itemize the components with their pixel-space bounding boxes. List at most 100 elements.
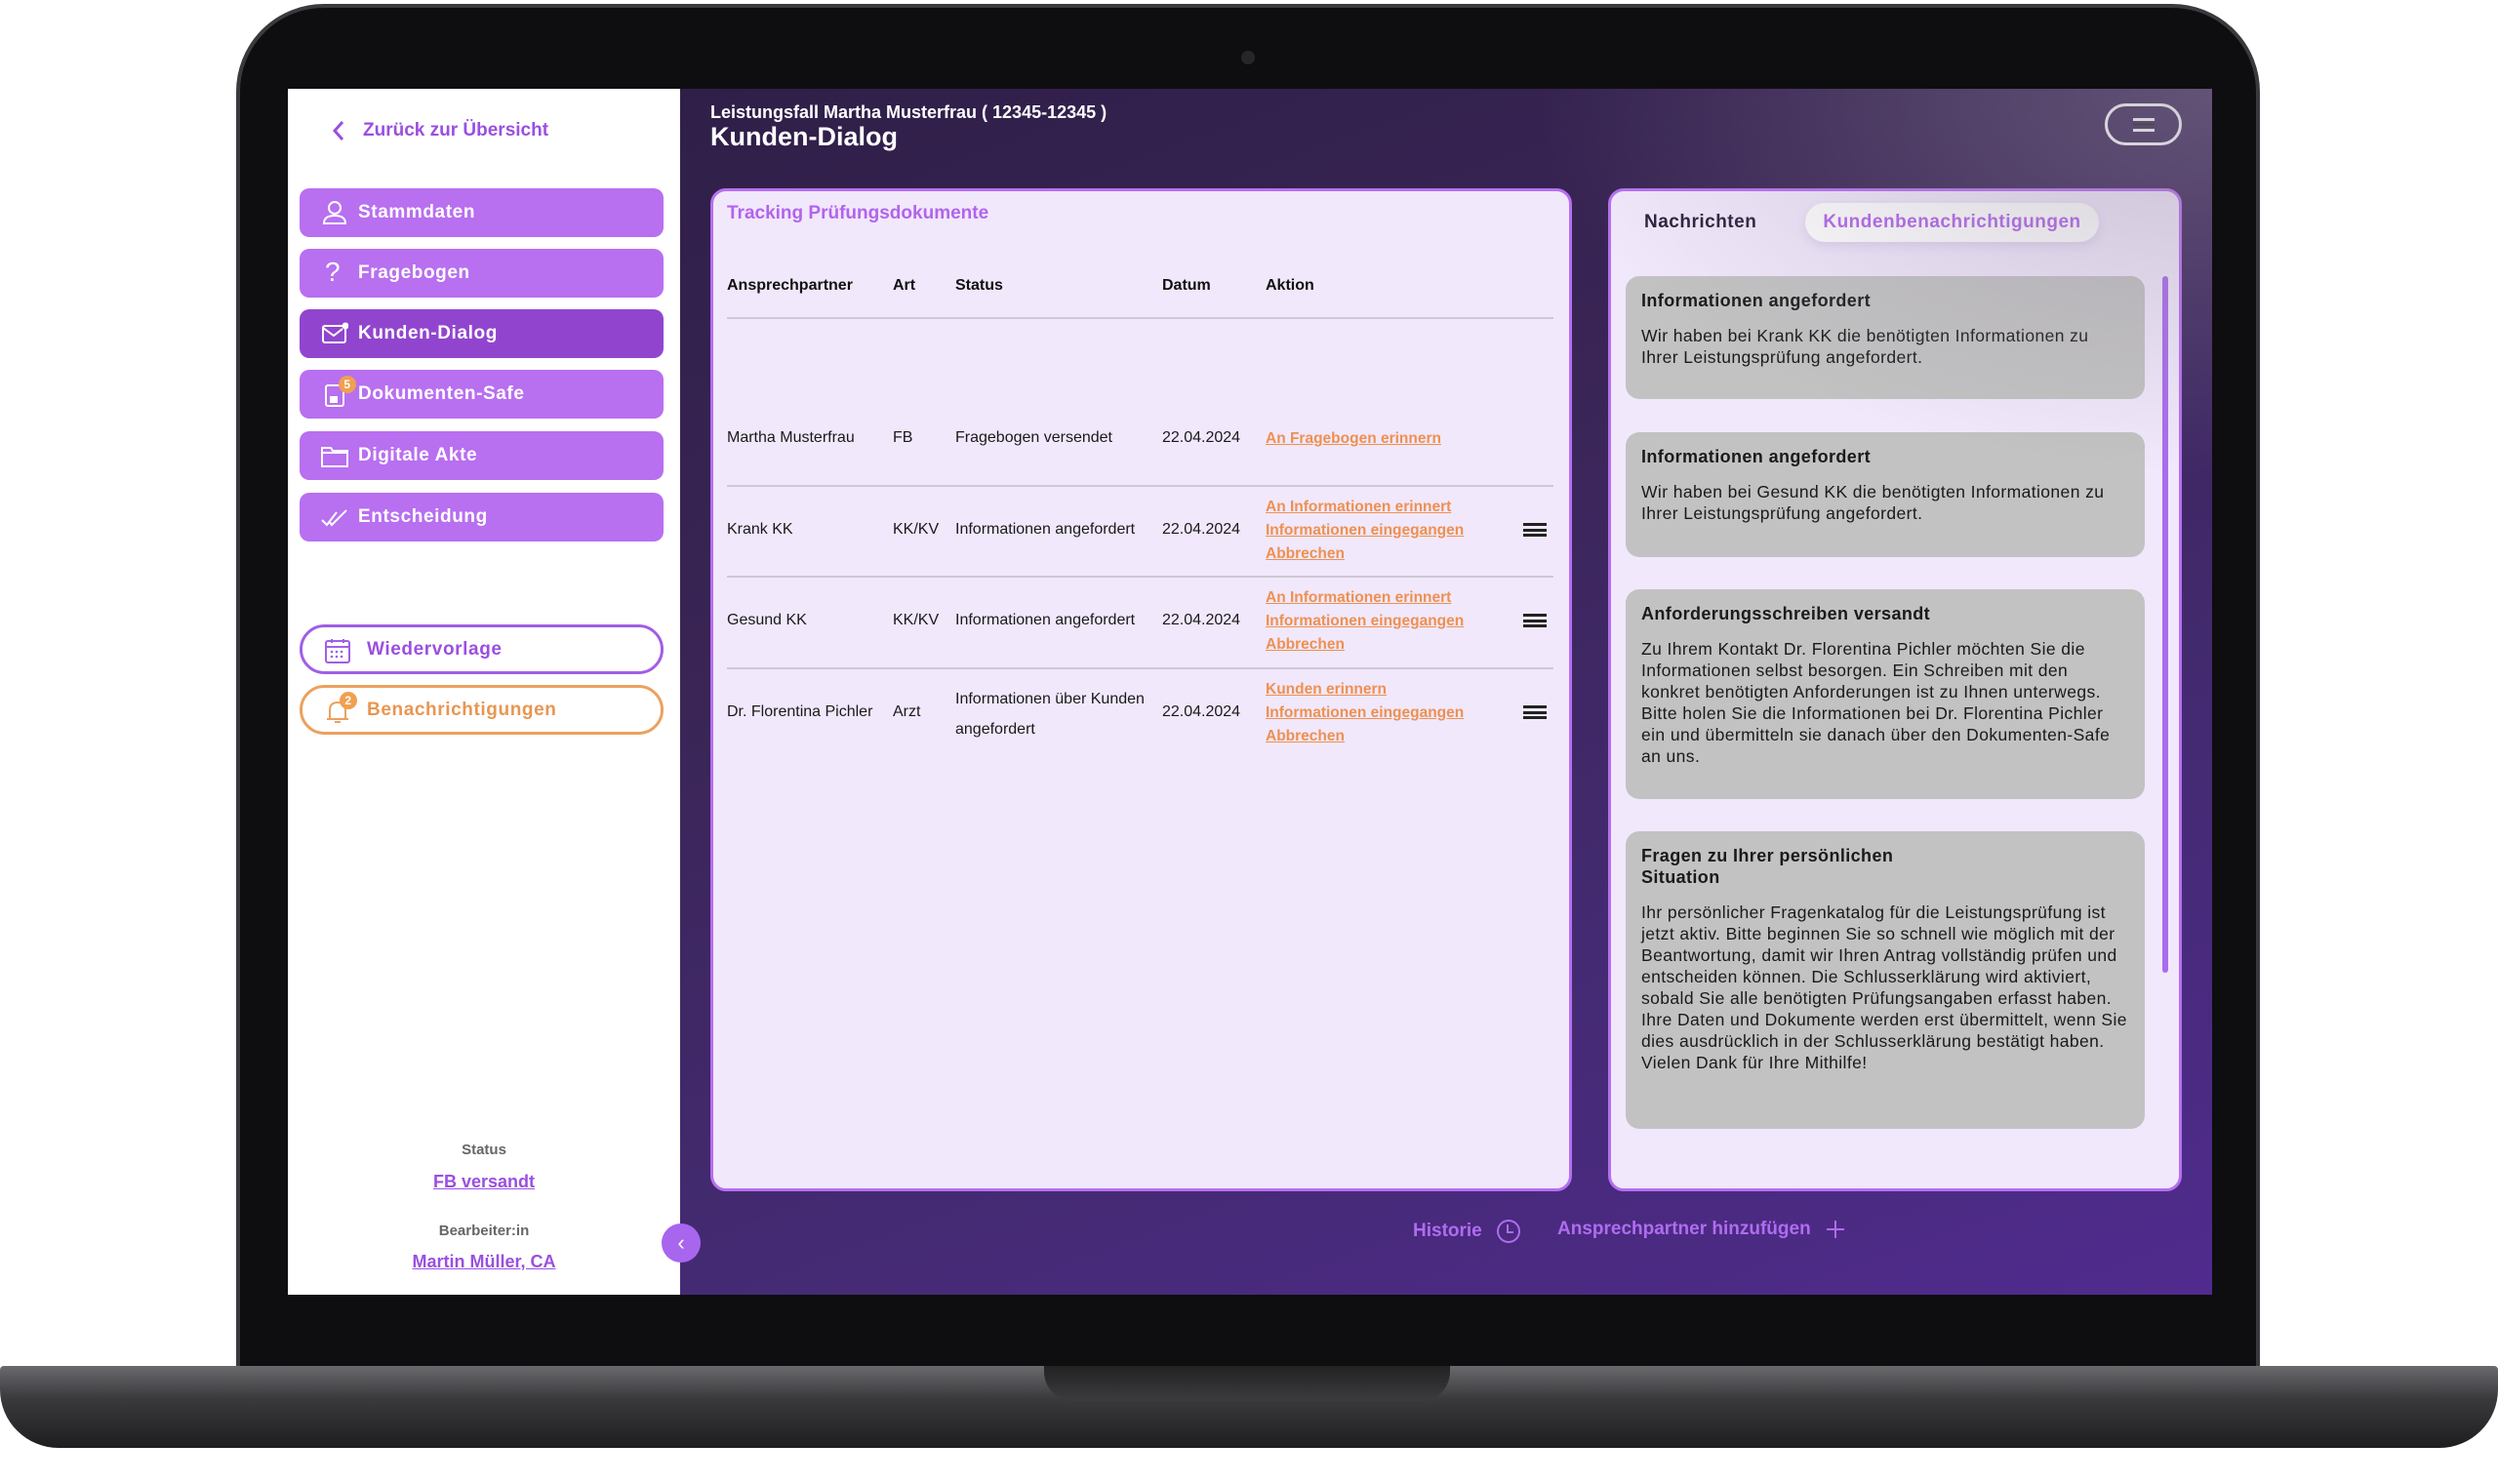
- cell-status: Informationen angefordert: [955, 612, 1136, 628]
- mail-icon: [322, 322, 348, 343]
- question-icon: ?: [325, 257, 342, 287]
- divider: [727, 667, 1553, 669]
- column-header: Datum: [1162, 277, 1211, 294]
- status-value-link[interactable]: FB versandt: [432, 1172, 536, 1191]
- back-label: Zurück zur Übersicht: [363, 120, 549, 140]
- divider: [727, 485, 1553, 487]
- sidebar-item-label: Digitale Akte: [358, 445, 478, 465]
- add-contact-label: Ansprechpartner hinzufügen: [1557, 1219, 1811, 1239]
- cell-contact: Dr. Florentina Pichler: [727, 703, 873, 720]
- sidebar-item-label: Dokumenten-Safe: [358, 383, 525, 404]
- chevron-left-icon: [332, 121, 344, 140]
- history-label: Historie: [1413, 1221, 1482, 1241]
- cell-date: 22.04.2024: [1162, 612, 1241, 628]
- row-menu-icon[interactable]: [1523, 614, 1547, 627]
- cell-contact: Martha Musterfrau: [727, 429, 855, 446]
- action-link[interactable]: An Informationen erinnert: [1266, 589, 1452, 606]
- tracking-title: Tracking Prüfungsdokumente: [727, 203, 989, 223]
- editor-label: Bearbeiter:in: [438, 1223, 530, 1239]
- sidebar-item-dokumenten-safe[interactable]: 5 Dokumenten-Safe: [300, 370, 664, 419]
- tab-label: Nachrichten: [1644, 212, 1757, 232]
- calendar-icon: [325, 639, 350, 663]
- wiedervorlage-label: Wiedervorlage: [367, 638, 503, 660]
- action-link[interactable]: Informationen eingegangen: [1266, 613, 1465, 629]
- cell-date: 22.04.2024: [1162, 703, 1241, 720]
- main-area: Leistungsfall Martha Musterfrau ( 12345-…: [680, 89, 2212, 1295]
- case-subtitle: Leistungsfall Martha Musterfrau ( 12345-…: [710, 102, 1108, 122]
- laptop-notch: [1044, 1366, 1450, 1401]
- cell-date: 22.04.2024: [1162, 521, 1241, 538]
- tab-kundenbenachrichtigungen[interactable]: Kundenbenachrichtigungen: [1805, 203, 2099, 242]
- divider: [727, 576, 1553, 578]
- message-card: Anforderungsschreiben versandt Zu Ihrem K…: [1626, 589, 2145, 799]
- history-button[interactable]: Historie: [1413, 1219, 1521, 1244]
- action-link[interactable]: An Fragebogen erinnern: [1266, 430, 1441, 447]
- cell-contact: Krank KK: [727, 521, 793, 538]
- sidebar-item-label: Stammdaten: [358, 202, 476, 222]
- tab-label: Kundenbenachrichtigungen: [1823, 212, 2081, 232]
- sidebar: Zurück zur Übersicht Stammdaten ? Frageb…: [288, 89, 680, 1295]
- column-header: Aktion: [1266, 277, 1314, 294]
- message-card: Informationen angefordert Wir haben bei K…: [1626, 276, 2145, 399]
- message-body: Wir haben bei Gesund KK die benötigten I…: [1641, 482, 2105, 523]
- menu-button[interactable]: [2105, 103, 2182, 145]
- sidebar-item-digitale-akte[interactable]: Digitale Akte: [300, 431, 664, 480]
- action-link[interactable]: Informationen eingegangen: [1266, 704, 1465, 721]
- sidebar-item-label: Kunden-Dialog: [358, 323, 498, 343]
- wiedervorlage-button[interactable]: Wiedervorlage: [300, 624, 664, 674]
- editor-value-link[interactable]: Martin Müller, CA: [412, 1252, 556, 1271]
- row-menu-icon[interactable]: [1523, 705, 1547, 719]
- back-link[interactable]: Zurück zur Übersicht: [332, 120, 548, 141]
- clock-icon: [1496, 1220, 1520, 1243]
- add-contact-button[interactable]: Ansprechpartner hinzufügen: [1557, 1219, 1846, 1240]
- cell-status: Informationen über Kunden angefordert: [955, 691, 1145, 738]
- notifications-badge: 2: [340, 692, 357, 709]
- column-header: Ansprechpartner: [727, 277, 853, 294]
- action-link[interactable]: Abbrechen: [1266, 728, 1345, 744]
- double-check-icon: [321, 509, 347, 527]
- sidebar-item-fragebogen[interactable]: ? Fragebogen: [300, 249, 664, 298]
- column-header: Status: [955, 277, 1003, 294]
- cell-status: Informationen angefordert: [955, 521, 1136, 538]
- cell-date: 22.04.2024: [1162, 429, 1241, 446]
- cell-contact: Gesund KK: [727, 612, 807, 628]
- collapse-sidebar-button[interactable]: ‹: [662, 1223, 701, 1263]
- message-title: Anforderungsschreiben versandt: [1641, 604, 1931, 623]
- cell-type: KK/KV: [893, 521, 940, 538]
- action-link[interactable]: Abbrechen: [1266, 636, 1345, 653]
- camera-icon: [1241, 51, 1255, 64]
- status-label: Status: [462, 1142, 506, 1158]
- action-link[interactable]: Informationen eingegangen: [1266, 522, 1465, 539]
- message-title: Informationen angefordert: [1641, 291, 1872, 310]
- folder-icon: [321, 447, 348, 467]
- messages-card: Nachrichten Kundenbenachrichtigungen Inf…: [1608, 188, 2182, 1191]
- message-card: Fragen zu Ihrer persönlichen Situation Ih…: [1626, 831, 2145, 1129]
- screen: Zurück zur Übersicht Stammdaten ? Frageb…: [288, 89, 2212, 1295]
- tracking-card: Tracking Prüfungsdokumente Ansprechpartn…: [710, 188, 1572, 1191]
- safe-badge: 5: [339, 376, 356, 393]
- sidebar-item-entscheidung[interactable]: Entscheidung: [300, 493, 664, 541]
- tab-nachrichten[interactable]: Nachrichten: [1644, 203, 1756, 242]
- sidebar-item-label: Fragebogen: [358, 262, 470, 283]
- hamburger-icon: [2132, 117, 2155, 132]
- benachrichtigungen-label: Benachrichtigungen: [367, 699, 557, 720]
- scrollbar[interactable]: [2162, 276, 2168, 973]
- sidebar-item-stammdaten[interactable]: Stammdaten: [300, 188, 664, 237]
- cell-type: FB: [893, 429, 913, 446]
- sidebar-item-kunden-dialog[interactable]: Kunden-Dialog: [300, 309, 664, 358]
- action-link[interactable]: Kunden erinnern: [1266, 681, 1388, 698]
- cell-status: Fragebogen versendet: [955, 429, 1112, 446]
- message-title: Fragen zu Ihrer persönlichen Situation: [1641, 846, 1894, 887]
- action-link[interactable]: An Informationen erinnert: [1266, 499, 1452, 515]
- divider: [727, 317, 1553, 319]
- sidebar-item-label: Entscheidung: [358, 506, 488, 527]
- safe-icon: [325, 384, 344, 407]
- message-title: Informationen angefordert: [1641, 447, 1872, 466]
- cell-type: Arzt: [893, 703, 921, 720]
- row-menu-icon[interactable]: [1523, 523, 1547, 537]
- message-body: Ihr persönlicher Fragenkatalog für die L…: [1641, 902, 2127, 1072]
- column-header: Art: [893, 277, 916, 294]
- benachrichtigungen-button[interactable]: 2 Benachrichtigungen: [300, 685, 664, 735]
- chevron-left-icon: ‹: [677, 1230, 685, 1255]
- action-link[interactable]: Abbrechen: [1266, 545, 1345, 562]
